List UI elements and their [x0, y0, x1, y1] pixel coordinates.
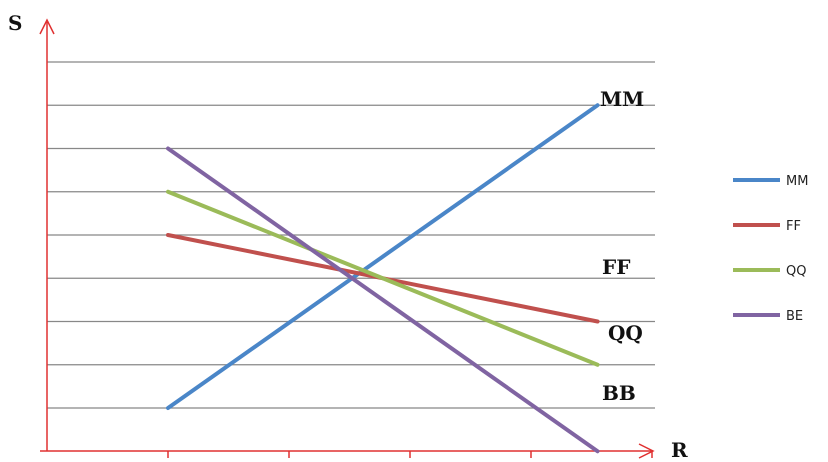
- x-axis-label: R: [671, 438, 688, 462]
- x-axis-arrow: [638, 443, 655, 459]
- series-line-mm: [166, 103, 600, 410]
- y-axis-label: S: [8, 11, 22, 35]
- legend-label-mm: MM: [786, 174, 808, 189]
- legend-label-ff: FF: [786, 219, 801, 234]
- series-lines: [166, 103, 600, 454]
- end-label-ff: FF: [602, 255, 630, 279]
- legend-label-be: BE: [786, 309, 803, 324]
- axes: [39, 18, 655, 459]
- series-line-be: [166, 146, 600, 454]
- legend-label-qq: QQ: [786, 264, 806, 279]
- grid-lines: [47, 61, 655, 409]
- end-label-be: BB: [602, 381, 636, 405]
- series-line-qq: [166, 189, 600, 367]
- end-labels: MM FF QQ BB: [600, 87, 644, 405]
- legend: MM FF QQ BE: [733, 174, 808, 324]
- end-label-mm: MM: [600, 87, 644, 111]
- y-axis-arrow: [39, 18, 55, 35]
- end-label-qq: QQ: [608, 321, 643, 345]
